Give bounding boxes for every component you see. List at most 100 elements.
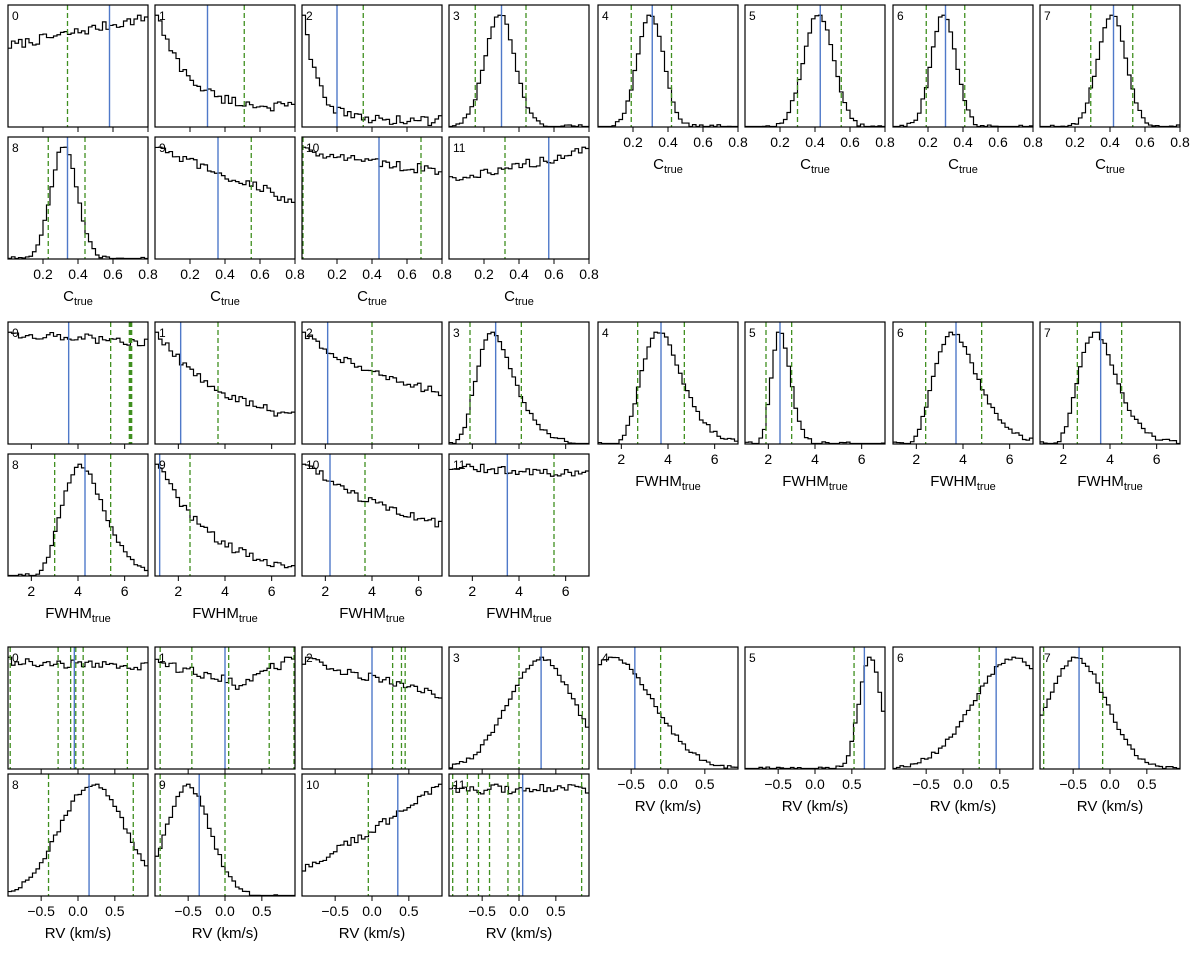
panel-index-label: 1	[159, 9, 166, 23]
x-tick-label: 0.4	[1100, 134, 1120, 150]
histogram-step	[8, 656, 148, 671]
histogram-step	[449, 331, 589, 445]
panel-frame	[301, 4, 443, 128]
panel-index-label: 0	[12, 9, 19, 23]
panel-index-label: 9	[159, 778, 166, 792]
hist-panel-fwhm-1: 1	[154, 321, 296, 449]
panel-index-label: 6	[897, 9, 904, 23]
hist-panel-c-4: 4 0.2 0.4 0.6 0.8 Ctrue	[597, 4, 748, 176]
panel-index-label: 8	[12, 458, 19, 472]
x-axis-label: RV (km/s)	[192, 925, 258, 942]
x-tick-label: 0.8	[432, 266, 452, 282]
x-tick-label: 4	[959, 451, 967, 467]
hist-panel-c-0: 0	[7, 4, 149, 132]
hist-panel-rv-8: 8 −0.5 0.0 0.5 RV (km/s)	[7, 773, 149, 942]
x-tick-label: 6	[562, 583, 570, 599]
hist-panel-c-10: 10 0.2 0.4 0.6 0.8 Ctrue	[301, 136, 452, 308]
x-tick-label: 2	[1059, 451, 1067, 467]
x-axis-label: FWHMtrue	[192, 605, 258, 625]
hist-panel-fwhm-4: 4 2 4 6 FWHMtrue	[597, 321, 739, 493]
x-tick-label: 0.4	[658, 134, 678, 150]
panel-index-label: 8	[12, 141, 19, 155]
histogram-step	[8, 14, 148, 49]
panel-frame	[154, 453, 296, 577]
x-tick-label: −0.5	[617, 776, 645, 792]
x-tick-label: 0.2	[623, 134, 643, 150]
x-tick-label: 0.4	[68, 266, 88, 282]
x-axis-label: RV (km/s)	[782, 798, 848, 815]
hist-panel-fwhm-9: 9 2 4 6 FWHMtrue	[154, 453, 296, 625]
panel-frame	[7, 4, 149, 128]
panel-index-label: 6	[897, 326, 904, 340]
panel-index-label: 8	[12, 778, 19, 792]
x-tick-label: 0.2	[180, 266, 200, 282]
hist-panel-rv-6: 6 −0.5 0.0 0.5 RV (km/s)	[892, 646, 1034, 815]
histogram-step	[745, 14, 885, 128]
x-axis-label: FWHMtrue	[45, 605, 111, 625]
panel-frame	[744, 4, 886, 128]
x-tick-label: 0.4	[509, 266, 529, 282]
x-tick-label: 0.6	[544, 266, 564, 282]
panel-index-label: 4	[602, 326, 609, 340]
panel-frame	[1039, 321, 1181, 445]
histogram-step	[8, 463, 148, 577]
x-axis-label: FWHMtrue	[930, 473, 996, 493]
x-axis-label: Ctrue	[800, 156, 830, 176]
x-axis-label: FWHMtrue	[635, 473, 701, 493]
hist-panel-c-7: 7 0.2 0.4 0.6 0.8 Ctrue	[1039, 4, 1190, 176]
x-tick-label: 0.0	[362, 903, 382, 919]
x-tick-label: 0.5	[842, 776, 862, 792]
x-axis-label: RV (km/s)	[635, 798, 701, 815]
panel-index-label: 2	[306, 651, 313, 665]
hist-panel-rv-3: 3	[448, 646, 590, 774]
hist-panel-c-2: 2	[301, 4, 443, 132]
panel-index-label: 3	[453, 651, 460, 665]
x-axis-label: Ctrue	[210, 288, 240, 308]
histogram-step	[302, 463, 442, 528]
panel-index-label: 11	[453, 141, 466, 155]
hist-panel-c-6: 6 0.2 0.4 0.6 0.8 Ctrue	[892, 4, 1043, 176]
x-tick-label: 0.5	[1137, 776, 1157, 792]
hist-panel-fwhm-11: 11 2 4 6 FWHMtrue	[448, 453, 590, 625]
hist-panel-c-8: 8 0.2 0.4 0.6 0.8 Ctrue	[7, 136, 158, 308]
x-tick-label: 4	[811, 451, 819, 467]
x-tick-label: 0.6	[103, 266, 123, 282]
panel-index-label: 5	[749, 651, 756, 665]
histogram-step	[598, 331, 738, 445]
histogram-step	[302, 783, 442, 872]
hist-panel-rv-9: 9 −0.5 0.0 0.5 RV (km/s)	[154, 773, 296, 942]
hist-panel-fwhm-2: 2	[301, 321, 443, 449]
x-tick-label: 0.2	[33, 266, 53, 282]
panel-frame	[7, 453, 149, 577]
histogram-step	[155, 331, 295, 417]
x-tick-label: 2	[174, 583, 182, 599]
hist-panel-rv-10: 10 −0.5 0.0 0.5 RV (km/s)	[301, 773, 443, 942]
panel-index-label: 7	[1044, 326, 1051, 340]
x-tick-label: 0.5	[546, 903, 566, 919]
x-tick-label: −0.5	[27, 903, 55, 919]
hist-panel-rv-11: 11 −0.5 0.0 0.5 RV (km/s)	[448, 773, 590, 942]
histogram-step	[449, 783, 589, 795]
histogram-step	[302, 14, 442, 127]
panel-index-label: 3	[453, 326, 460, 340]
x-tick-label: 4	[74, 583, 82, 599]
histogram-step	[302, 146, 442, 175]
x-tick-label: 6	[711, 451, 719, 467]
hist-panel-fwhm-8: 8 2 4 6 FWHMtrue	[7, 453, 149, 625]
histogram-step	[598, 656, 738, 769]
x-tick-label: 4	[1106, 451, 1114, 467]
x-tick-label: −0.5	[912, 776, 940, 792]
panel-index-label: 3	[453, 9, 460, 23]
x-tick-label: 0.2	[918, 134, 938, 150]
hist-panel-c-11: 11 0.2 0.4 0.6 0.8 Ctrue	[448, 136, 599, 308]
hist-panel-rv-4: 4 −0.5 0.0 0.5 RV (km/s)	[597, 646, 739, 815]
x-axis-label: RV (km/s)	[339, 925, 405, 942]
x-tick-label: −0.5	[174, 903, 202, 919]
histogram-step	[155, 463, 295, 569]
x-axis-label: Ctrue	[357, 288, 387, 308]
x-tick-label: 2	[468, 583, 476, 599]
panel-index-label: 0	[12, 651, 19, 665]
panel-index-label: 9	[159, 141, 166, 155]
x-tick-label: 0.2	[474, 266, 494, 282]
x-axis-label: FWHMtrue	[1077, 473, 1143, 493]
